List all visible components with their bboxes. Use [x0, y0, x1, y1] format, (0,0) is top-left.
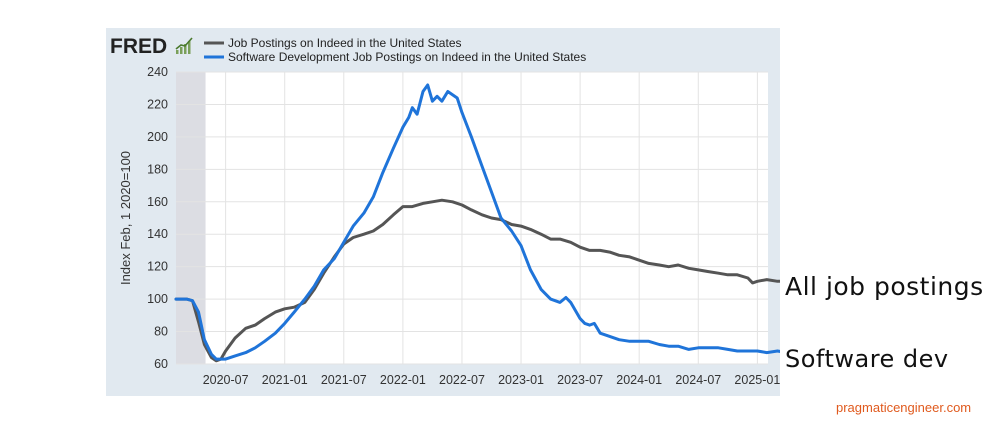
- y-axis-ticks: 60 80 100 120 140 160 180 200 220 240: [147, 65, 168, 371]
- annotation-software-dev: Software dev: [785, 345, 949, 373]
- x-tick-label: 2023-07: [557, 373, 603, 387]
- fred-chart-icon: [175, 37, 193, 54]
- y-tick-label: 160: [147, 195, 168, 209]
- x-tick-label: 2022-01: [380, 373, 426, 387]
- y-tick-label: 120: [147, 260, 168, 274]
- y-tick-label: 100: [147, 292, 168, 306]
- fred-chart-panel: FRED Job Postings on Indeed in the Unite…: [106, 28, 780, 396]
- y-tick-label: 60: [154, 357, 168, 371]
- plot-area: [176, 72, 768, 364]
- annotation-all-job-postings: All job postings: [785, 272, 984, 301]
- series-lines: [174, 83, 780, 363]
- y-axis-title: Index Feb, 1 2020=100: [118, 151, 133, 285]
- fred-wordmark: FRED: [110, 35, 167, 58]
- footer-site-credit: pragmaticengineer.com: [836, 400, 972, 415]
- x-tick-label: 2021-01: [262, 373, 308, 387]
- legend-label: Software Development Job Postings on Ind…: [228, 50, 586, 64]
- y-tick-label: 220: [147, 97, 168, 111]
- x-tick-label: 2021-07: [321, 373, 367, 387]
- line-chart: FRED Job Postings on Indeed in the Unite…: [110, 35, 780, 387]
- series-line-all-jobs: [174, 198, 780, 363]
- x-tick-label: 2023-01: [498, 373, 544, 387]
- y-tick-label: 140: [147, 227, 168, 241]
- y-tick-label: 240: [147, 65, 168, 79]
- legend: Job Postings on Indeed in the United Sta…: [204, 36, 586, 64]
- fred-logo: FRED: [110, 35, 193, 58]
- x-tick-label: 2020-07: [203, 373, 249, 387]
- x-axis-ticks: 2020-07 2021-01 2021-07 2022-01 2022-07 2023-…: [203, 373, 780, 387]
- y-tick-label: 180: [147, 162, 168, 176]
- x-tick-label: 2024-07: [675, 373, 721, 387]
- x-tick-label: 2025-01: [734, 373, 780, 387]
- legend-label: Job Postings on Indeed in the United Sta…: [228, 36, 462, 50]
- y-tick-label: 200: [147, 130, 168, 144]
- x-tick-label: 2024-01: [616, 373, 662, 387]
- y-tick-label: 80: [154, 325, 168, 339]
- x-tick-label: 2022-07: [439, 373, 485, 387]
- series-line-software-dev: [174, 83, 780, 361]
